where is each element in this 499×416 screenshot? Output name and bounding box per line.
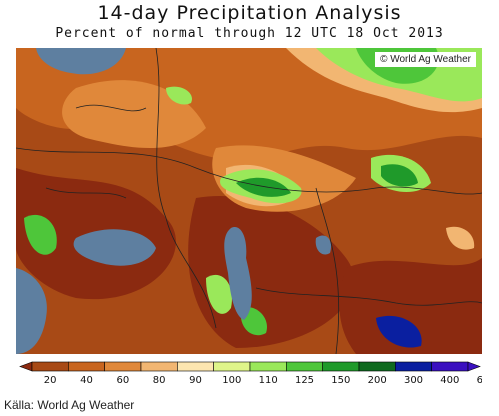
caspian-sea: [224, 227, 252, 320]
border-line: [45, 104, 147, 199]
legend-swatch: [322, 361, 360, 372]
legend-swatch: [213, 361, 251, 372]
map-title: 14-day Precipitation Analysis: [97, 2, 402, 24]
map-subtitle: Percent of normal through 12 UTC 18 Oct …: [55, 26, 444, 41]
border-line: [16, 147, 482, 195]
legend-tick-label: 110: [259, 375, 278, 386]
wet-region-west: [24, 214, 57, 255]
border-line: [255, 287, 482, 306]
source-credit: Källa: World Ag Weather: [4, 398, 135, 412]
legend-swatch: [358, 361, 396, 372]
legend-swatch: [104, 361, 142, 372]
legend-tick-label: 100: [222, 375, 241, 386]
legend-arrow-high: [467, 361, 481, 372]
baltic-sea: [36, 48, 126, 75]
very-wet-region-southeast: [376, 315, 422, 348]
legend-tick-label: 300: [404, 375, 423, 386]
map-canvas: [16, 48, 482, 354]
legend-tick-label: 125: [295, 375, 314, 386]
aral-sea: [315, 235, 332, 255]
legend-swatch: [140, 361, 178, 372]
legend-swatch: [249, 361, 287, 372]
legend-tick-label: 600: [477, 375, 482, 386]
border-line: [155, 48, 217, 329]
legend-tick-label: 200: [368, 375, 387, 386]
mediterranean-sea: [16, 268, 47, 354]
watermark-label: © World Ag Weather: [375, 52, 476, 67]
legend-tick-label: 80: [153, 375, 166, 386]
precipitation-map: © World Ag Weather: [16, 48, 482, 354]
border-line: [315, 187, 340, 354]
legend-swatch: [395, 361, 432, 372]
very-wet-region-central: [236, 177, 291, 197]
legend-tick-label: 60: [116, 375, 129, 386]
legend-swatch: [286, 361, 323, 372]
wet-spot-north: [166, 86, 192, 105]
legend-tick-label: 40: [80, 375, 93, 386]
legend-canvas: 20 40 60 80 90 100 110 125 150 200 300 400 600: [19, 361, 482, 386]
legend-swatch: [177, 361, 214, 372]
wet-region-caucasus: [206, 274, 232, 314]
legend-swatch: [68, 361, 105, 372]
legend-swatch: [431, 361, 469, 372]
legend-tick-label: 90: [189, 375, 202, 386]
color-scale-legend: 20 40 60 80 90 100 110 125 150 200 300 400 600: [18, 360, 482, 390]
dry-dark-region-east: [339, 258, 482, 354]
legend-tick-label: 400: [440, 375, 459, 386]
legend-swatch: [31, 361, 69, 372]
very-wet-region-east: [381, 164, 418, 187]
near-normal-east: [446, 226, 475, 250]
legend-arrow-low: [19, 361, 33, 372]
legend-tick-label: 20: [44, 375, 57, 386]
legend-tick-label: 150: [331, 375, 350, 386]
black-sea: [73, 229, 156, 266]
